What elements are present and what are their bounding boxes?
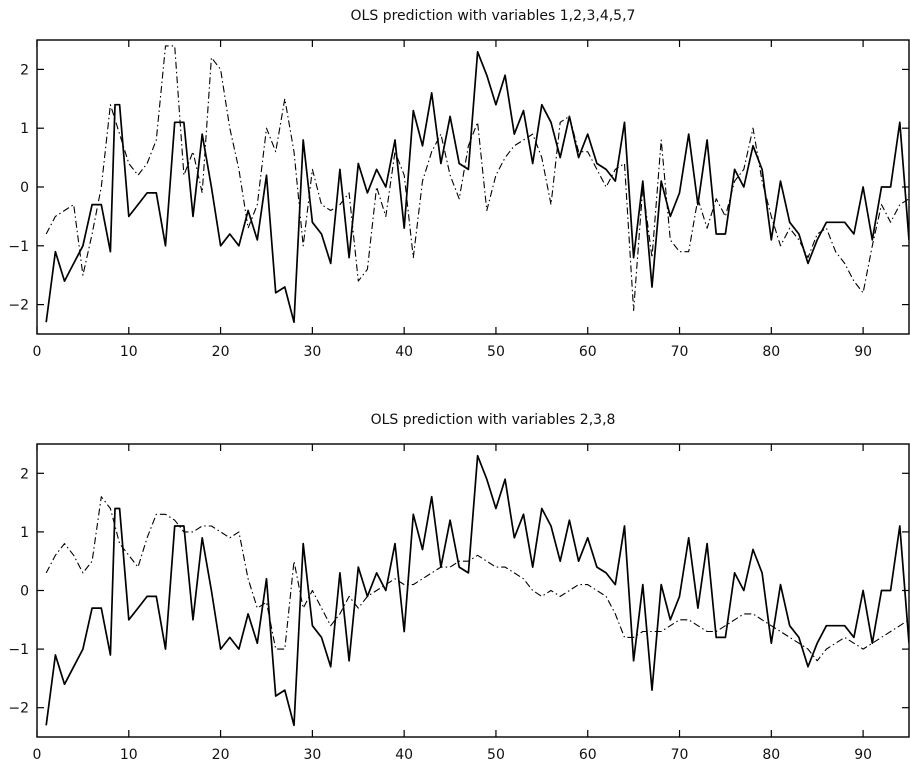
y-tick-label: 1	[20, 525, 29, 541]
x-tick-label: 70	[671, 344, 689, 360]
y-tick-label: −1	[8, 239, 29, 255]
x-tick-label: 0	[33, 747, 42, 763]
x-tick-label: 90	[854, 747, 872, 763]
chart-panel-1: OLS prediction with variables 1,2,3,4,5,…	[8, 8, 910, 360]
chart-title: OLS prediction with variables 2,3,8	[371, 412, 616, 428]
y-tick-label: −1	[8, 642, 29, 658]
y-tick-label: 0	[20, 584, 29, 600]
x-tick-label: 60	[579, 747, 597, 763]
series-line-solid	[45, 50, 909, 324]
x-tick-label: 80	[762, 747, 780, 763]
axes-frame	[36, 443, 910, 738]
series-line-dash-dot	[45, 45, 909, 312]
y-tick-label: 0	[20, 180, 29, 196]
x-tick-label: 20	[212, 747, 230, 763]
x-tick-label: 70	[671, 747, 689, 763]
x-tick-label: 30	[303, 344, 321, 360]
x-tick-label: 20	[212, 344, 230, 360]
x-tick-label: 0	[33, 344, 42, 360]
x-tick-label: 90	[854, 344, 872, 360]
x-tick-label: 50	[487, 747, 505, 763]
series-line-solid	[45, 454, 909, 727]
chart-panel-2: OLS prediction with variables 2,3,80 10 20…	[8, 412, 910, 763]
x-tick-label: 40	[395, 344, 413, 360]
y-tick-label: −2	[8, 701, 29, 717]
x-tick-label: 50	[487, 344, 505, 360]
x-tick-label: 30	[303, 747, 321, 763]
x-tick-label: 80	[762, 344, 780, 360]
axes-frame	[36, 39, 910, 335]
chart-title: OLS prediction with variables 1,2,3,4,5,…	[351, 8, 636, 24]
series-line-dash-dot	[45, 496, 909, 662]
x-tick-label: 10	[120, 747, 138, 763]
y-tick-label: 2	[20, 62, 29, 78]
y-tick-label: 2	[20, 466, 29, 482]
x-tick-label: 60	[579, 344, 597, 360]
y-tick-label: −2	[8, 298, 29, 314]
x-tick-label: 40	[395, 747, 413, 763]
x-tick-label: 10	[120, 344, 138, 360]
y-tick-label: 1	[20, 121, 29, 137]
